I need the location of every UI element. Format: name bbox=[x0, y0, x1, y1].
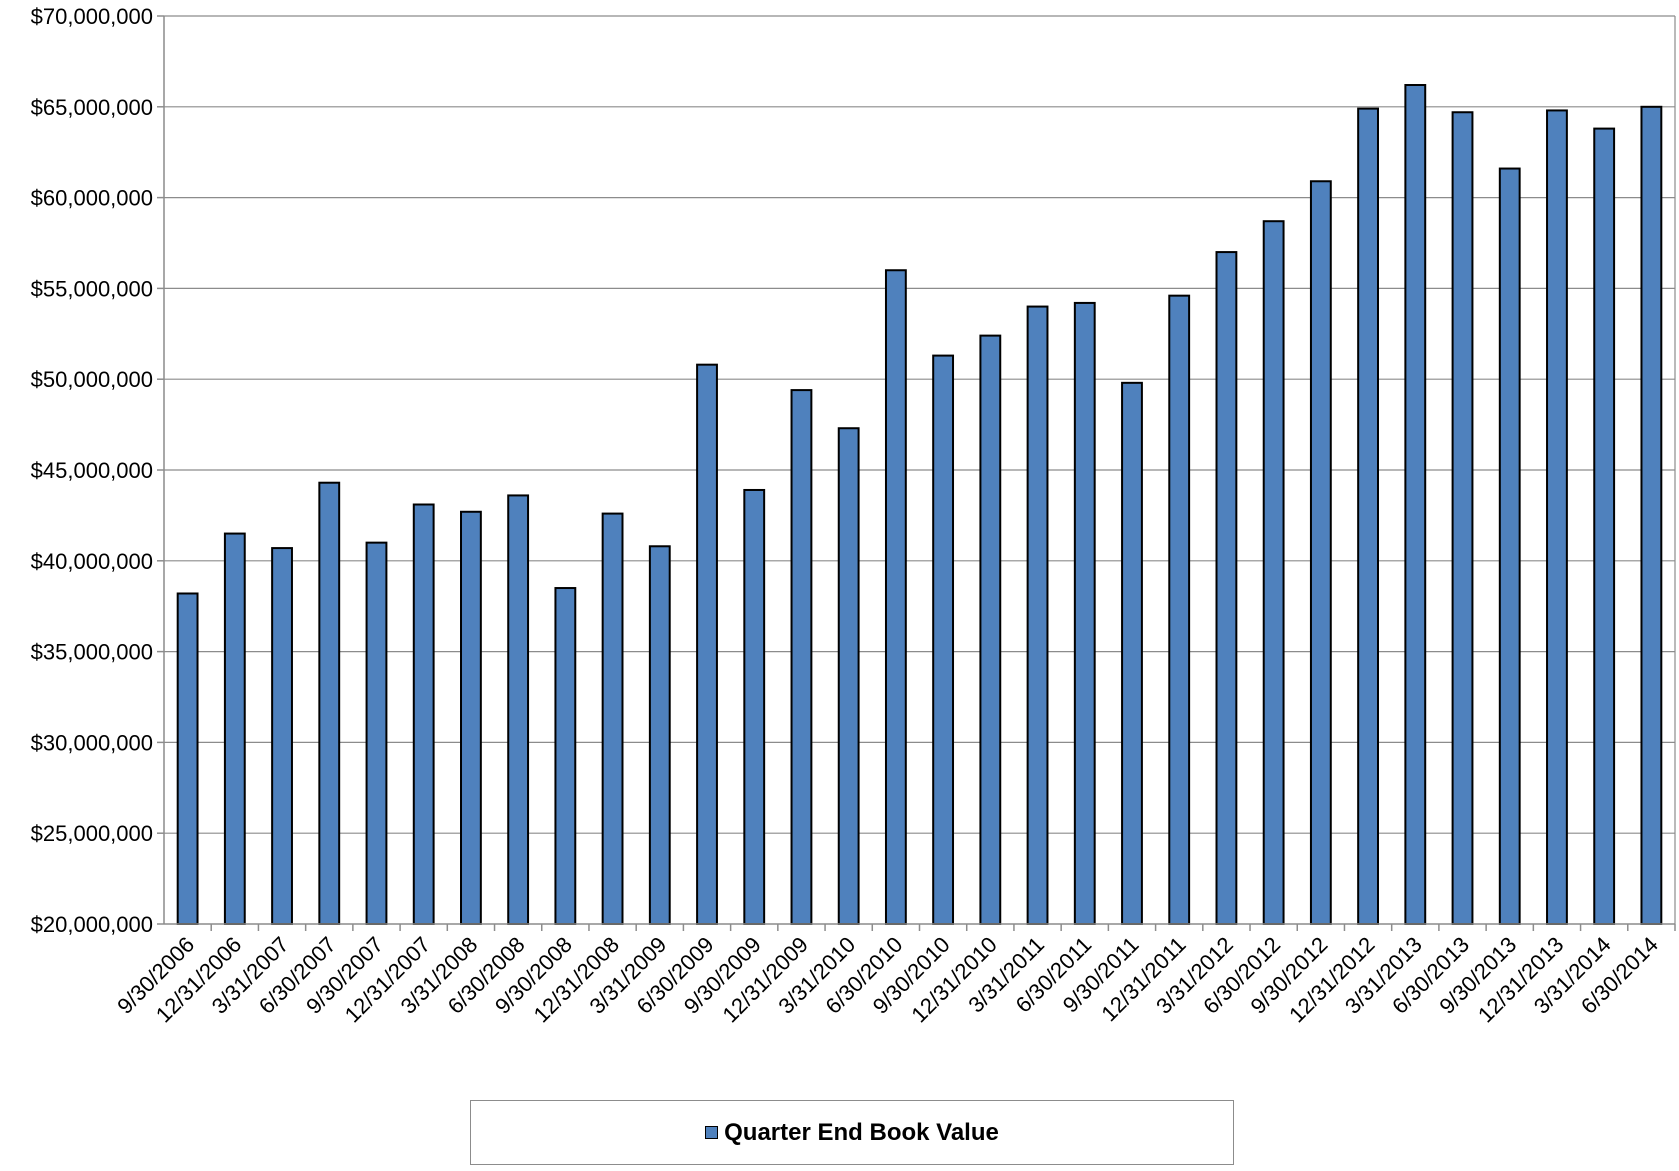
axes bbox=[157, 15, 1676, 931]
bar bbox=[271, 547, 293, 925]
y-tick-label: $60,000,000 bbox=[31, 186, 153, 211]
bar bbox=[648, 545, 671, 925]
x-axis-tick-labels: 9/30/200612/31/20063/31/20076/30/20079/3… bbox=[112, 932, 1663, 1028]
bar bbox=[365, 541, 388, 925]
bar bbox=[1404, 84, 1427, 926]
bar bbox=[1026, 305, 1049, 925]
bar bbox=[1498, 167, 1521, 925]
y-tick-label: $30,000,000 bbox=[31, 730, 153, 755]
legend: Quarter End Book Value bbox=[470, 1100, 1234, 1165]
bar bbox=[1593, 127, 1616, 926]
bar bbox=[1073, 301, 1096, 926]
bar bbox=[1168, 294, 1191, 925]
y-tick-label: $35,000,000 bbox=[31, 640, 153, 665]
bar bbox=[1262, 220, 1285, 925]
bar bbox=[790, 389, 813, 925]
bar bbox=[601, 512, 624, 925]
y-tick-label: $45,000,000 bbox=[31, 458, 153, 483]
bar bbox=[460, 510, 482, 925]
y-tick-label: $50,000,000 bbox=[31, 367, 153, 392]
bar bbox=[176, 592, 199, 925]
bar bbox=[932, 354, 955, 926]
bar bbox=[554, 587, 577, 925]
y-axis-tick-labels: $20,000,000 $25,000,000 $30,000,000 $35,000… bbox=[31, 4, 153, 937]
legend-label: Quarter End Book Value bbox=[724, 1118, 999, 1146]
legend-swatch bbox=[705, 1126, 719, 1139]
bar bbox=[1357, 107, 1379, 925]
y-tick-label: $25,000,000 bbox=[31, 821, 153, 846]
bar bbox=[1640, 105, 1663, 926]
bar bbox=[1215, 251, 1238, 925]
bar bbox=[412, 503, 435, 925]
bar bbox=[884, 269, 907, 925]
bar bbox=[1121, 381, 1143, 926]
bars bbox=[176, 84, 1663, 926]
grid-lines bbox=[164, 15, 1675, 834]
bar bbox=[837, 427, 860, 925]
y-tick-label: $20,000,000 bbox=[31, 912, 153, 937]
y-tick-label: $40,000,000 bbox=[31, 549, 153, 574]
bar bbox=[1451, 111, 1474, 926]
bar bbox=[1546, 109, 1568, 925]
y-tick-label: $70,000,000 bbox=[31, 4, 153, 29]
bar bbox=[696, 363, 718, 925]
bar bbox=[223, 532, 246, 925]
bar-chart: $20,000,000 $25,000,000 $30,000,000 $35,000… bbox=[31, 4, 1676, 1028]
bar bbox=[743, 488, 766, 925]
bar bbox=[318, 481, 341, 925]
bar bbox=[507, 494, 530, 925]
bar bbox=[1309, 180, 1332, 926]
bar bbox=[979, 334, 1002, 925]
y-tick-label: $55,000,000 bbox=[31, 276, 153, 301]
y-tick-label: $65,000,000 bbox=[31, 95, 153, 120]
